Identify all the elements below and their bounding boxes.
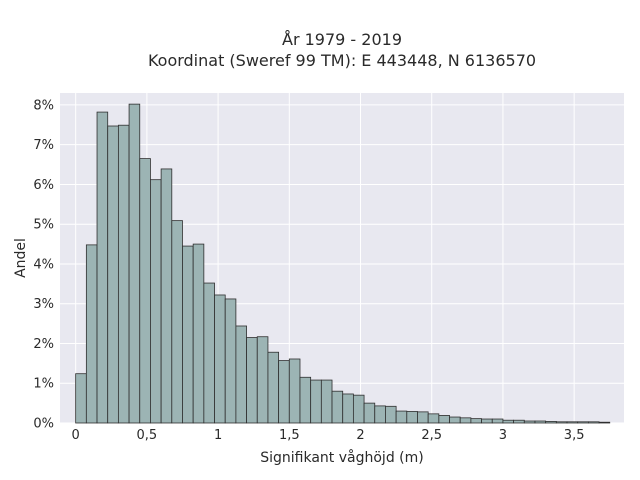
histogram-bar bbox=[192, 243, 205, 424]
histogram-bar bbox=[598, 421, 611, 424]
histogram-bar bbox=[438, 415, 450, 424]
histogram-bar bbox=[150, 179, 162, 424]
histogram-bar bbox=[128, 103, 141, 424]
histogram-bar bbox=[534, 420, 547, 424]
histogram-bar bbox=[331, 390, 344, 424]
histogram-bar bbox=[224, 298, 237, 424]
x-tick-label: 1,5 bbox=[279, 428, 300, 443]
bars bbox=[75, 103, 611, 424]
y-tick-label: 4% bbox=[33, 257, 54, 272]
histogram-bar bbox=[545, 421, 557, 424]
x-tick-label: 2 bbox=[356, 428, 364, 443]
histogram-bar bbox=[385, 405, 397, 424]
histogram-bar bbox=[75, 373, 87, 424]
x-tick-label: 2,5 bbox=[421, 428, 442, 443]
histogram-bar bbox=[352, 394, 365, 424]
histogram-bar bbox=[171, 220, 183, 424]
histogram-bar bbox=[363, 402, 376, 424]
histogram-bar bbox=[417, 411, 429, 424]
histogram-bar bbox=[288, 358, 301, 424]
histogram-bar bbox=[278, 360, 290, 424]
histogram-bar bbox=[459, 417, 472, 424]
histogram-bar bbox=[587, 421, 600, 424]
histogram-bar bbox=[449, 416, 461, 424]
histogram-bar bbox=[320, 379, 333, 424]
chart-subtitle: Koordinat (Sweref 99 TM): E 443448, N 61… bbox=[148, 51, 536, 70]
y-axis-label: Andel bbox=[13, 238, 29, 278]
histogram-bar bbox=[299, 376, 312, 424]
histogram-bar bbox=[470, 418, 482, 424]
histogram-bar bbox=[481, 418, 493, 424]
y-tick-label: 8% bbox=[33, 98, 54, 113]
histogram-bar bbox=[374, 405, 386, 424]
x-tick-label: 0 bbox=[72, 428, 80, 443]
y-tick-label: 3% bbox=[33, 297, 54, 312]
chart-title: År 1979 - 2019 bbox=[282, 30, 402, 49]
x-axis-label: Signifikant våghöjd (m) bbox=[260, 449, 423, 466]
y-tick-label: 1% bbox=[33, 377, 54, 392]
histogram-bar bbox=[406, 411, 418, 424]
histogram-bar bbox=[117, 124, 130, 424]
x-axis-ticks: 0 0,5 1 1,5 2 2,5 3 3,5 bbox=[72, 428, 585, 443]
histogram-bar bbox=[235, 325, 247, 424]
histogram-bar bbox=[577, 421, 589, 424]
histogram-bar bbox=[160, 168, 173, 424]
histogram-bar bbox=[310, 379, 322, 424]
histogram-bar bbox=[139, 158, 151, 424]
histogram-bar bbox=[502, 419, 515, 424]
histogram-bar bbox=[342, 393, 354, 424]
histogram-bar bbox=[203, 282, 215, 424]
histogram-bar bbox=[246, 337, 258, 424]
histogram-bar bbox=[513, 419, 525, 424]
histogram-bar bbox=[182, 245, 194, 424]
y-tick-label: 5% bbox=[33, 218, 54, 233]
x-tick-label: 1 bbox=[214, 428, 222, 443]
histogram-bar bbox=[256, 336, 269, 424]
histogram-bar bbox=[85, 244, 98, 424]
y-tick-label: 0% bbox=[33, 417, 54, 432]
x-tick-label: 3,5 bbox=[564, 428, 585, 443]
y-axis-ticks: 0% 1% 2% 3% 4% 5% 6% 7% 8% bbox=[33, 98, 54, 431]
y-tick-label: 7% bbox=[33, 138, 54, 153]
histogram-bar bbox=[107, 125, 119, 424]
histogram-bar bbox=[395, 410, 408, 424]
histogram-bar bbox=[566, 421, 579, 424]
histogram-bar bbox=[427, 413, 440, 424]
histogram-bar bbox=[267, 351, 280, 424]
histogram-bar bbox=[96, 111, 109, 424]
y-tick-label: 2% bbox=[33, 337, 54, 352]
x-tick-label: 0,5 bbox=[137, 428, 158, 443]
histogram-bar bbox=[555, 421, 568, 424]
y-tick-label: 6% bbox=[33, 178, 54, 193]
histogram-bar bbox=[214, 294, 226, 424]
x-tick-label: 3 bbox=[499, 428, 507, 443]
histogram-bar bbox=[491, 418, 504, 424]
histogram-bar bbox=[523, 420, 536, 424]
